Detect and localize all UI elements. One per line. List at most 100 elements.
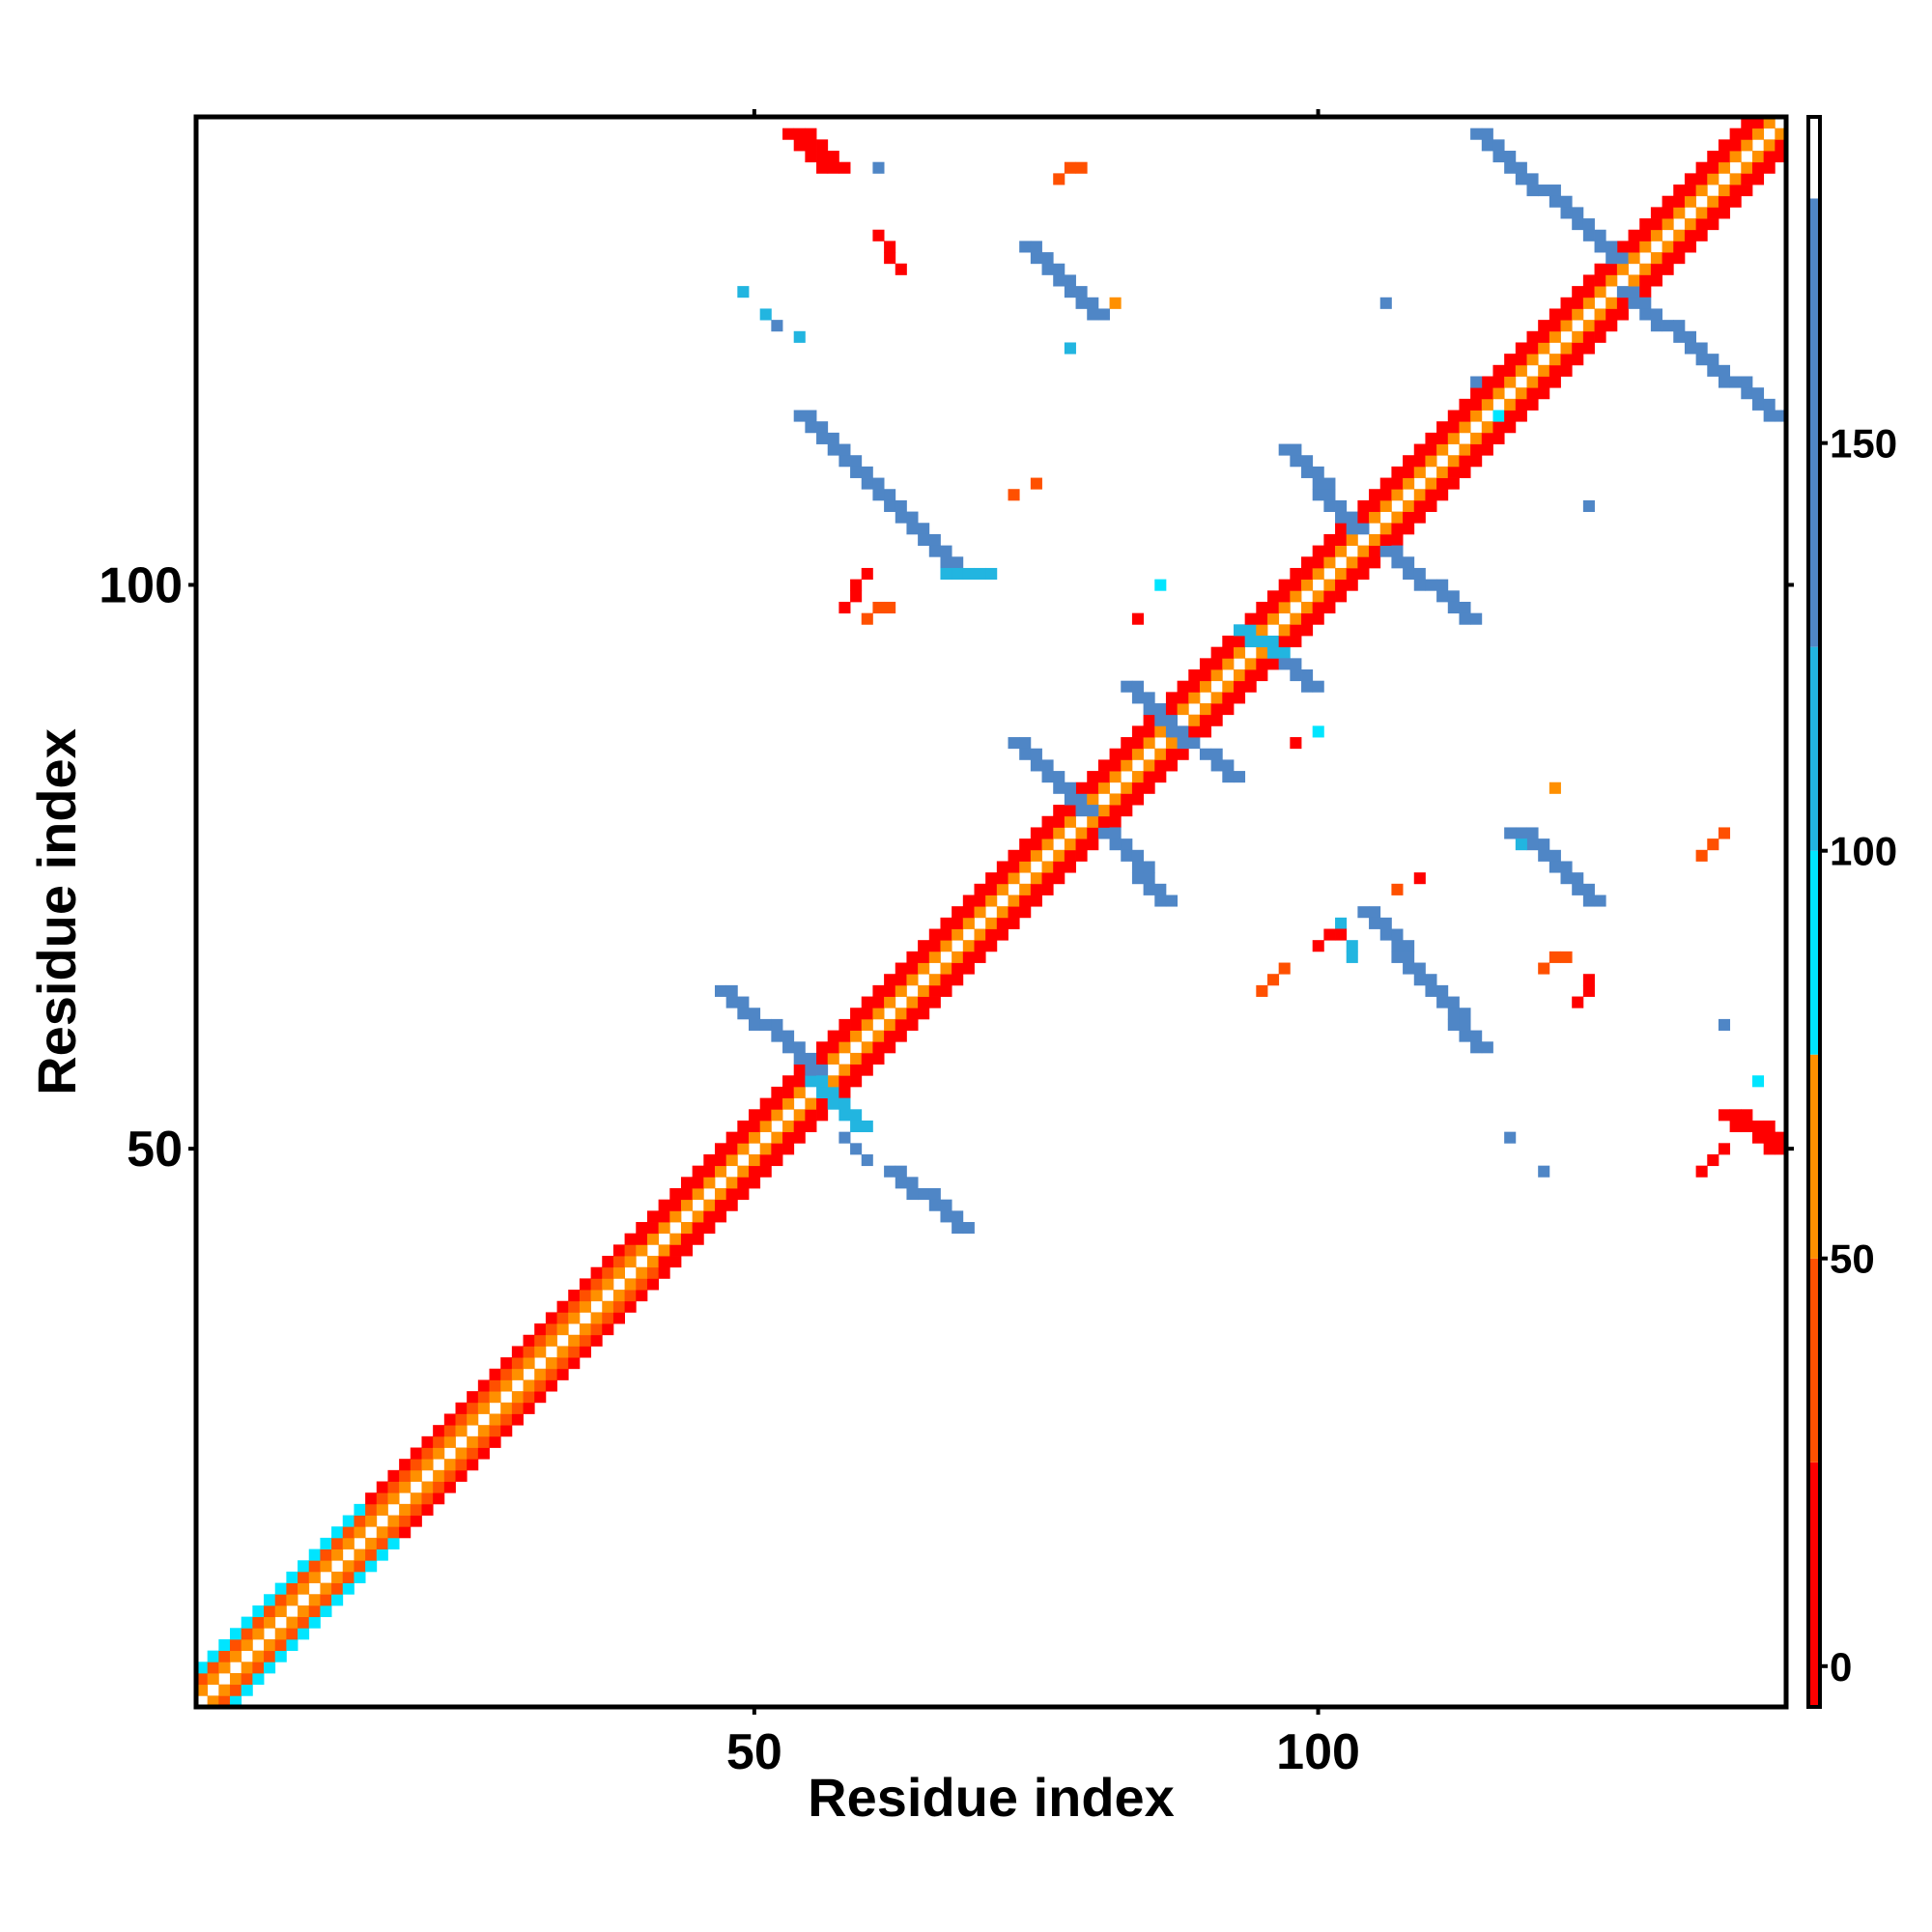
heatmap-cell xyxy=(1447,996,1460,1009)
heatmap-cell xyxy=(714,984,727,997)
heatmap-cell xyxy=(1357,523,1370,535)
heatmap-cell xyxy=(1301,579,1314,591)
heatmap-cell xyxy=(443,1425,456,1437)
heatmap-cell xyxy=(816,139,829,152)
heatmap-cell xyxy=(714,1188,727,1201)
heatmap-cell xyxy=(1301,567,1314,581)
heatmap-cell xyxy=(1639,263,1652,275)
heatmap-cell xyxy=(365,1515,378,1527)
heatmap-cell xyxy=(1650,308,1662,321)
heatmap-cell xyxy=(1526,342,1539,355)
heatmap-cell xyxy=(1470,376,1483,388)
heatmap-cell xyxy=(1447,432,1460,444)
heatmap-cell xyxy=(252,1605,265,1618)
heatmap-cell xyxy=(500,1413,513,1426)
heatmap-cell xyxy=(252,1616,265,1629)
heatmap-cell xyxy=(1369,533,1381,546)
heatmap-cell xyxy=(1538,330,1550,343)
heatmap-cell xyxy=(1639,274,1652,287)
heatmap-cell xyxy=(1267,590,1280,603)
heatmap-cell xyxy=(1131,771,1144,783)
heatmap-cell xyxy=(1582,883,1595,895)
heatmap-cell xyxy=(692,1233,704,1245)
heatmap-cell xyxy=(1413,455,1426,468)
heatmap-cell xyxy=(952,1222,964,1235)
heatmap-cell xyxy=(455,1402,468,1414)
heatmap-cell xyxy=(1459,421,1471,434)
heatmap-cell xyxy=(1718,161,1731,174)
heatmap-cell xyxy=(1335,533,1348,546)
heatmap-cell xyxy=(1075,297,1088,309)
heatmap-cell xyxy=(1538,376,1550,388)
heatmap-cell xyxy=(1177,692,1189,704)
heatmap-cell xyxy=(1492,421,1505,434)
heatmap-cell xyxy=(1109,793,1122,806)
heatmap-cell xyxy=(1560,951,1573,963)
heatmap-cell xyxy=(320,1537,332,1549)
heatmap-cell xyxy=(387,1481,400,1493)
heatmap-cell xyxy=(1041,263,1054,275)
heatmap-cell xyxy=(534,1368,547,1380)
heatmap-cell xyxy=(861,567,873,581)
heatmap-cell xyxy=(1425,455,1437,468)
heatmap-cell xyxy=(365,1503,378,1516)
heatmap-cell xyxy=(1425,432,1437,444)
heatmap-cell xyxy=(1775,139,1787,152)
heatmap-cell xyxy=(1346,579,1358,591)
heatmap-cell xyxy=(782,1131,795,1144)
heatmap-cell xyxy=(918,940,930,952)
heatmap-cell xyxy=(1312,680,1324,693)
heatmap-cell xyxy=(952,928,964,941)
heatmap-cell xyxy=(1470,455,1483,468)
heatmap-cell xyxy=(196,1672,209,1686)
heatmap-cell xyxy=(974,567,986,581)
heatmap-cell xyxy=(884,241,896,253)
heatmap-cell xyxy=(298,1560,310,1573)
heatmap-cell xyxy=(1154,748,1167,760)
heatmap-cell xyxy=(602,1266,614,1279)
heatmap-cell xyxy=(1616,252,1629,265)
heatmap-cell xyxy=(1492,376,1505,388)
heatmap-cell xyxy=(749,1109,761,1122)
heatmap-cell xyxy=(1121,680,1133,693)
heatmap-cell xyxy=(928,940,941,952)
heatmap-cell xyxy=(884,1041,896,1054)
heatmap-cell xyxy=(1538,342,1550,355)
heatmap-cell xyxy=(320,1605,332,1618)
colorbar-tick-label: 100 xyxy=(1830,829,1897,874)
heatmap-cell xyxy=(952,962,964,975)
heatmap-cell xyxy=(714,1143,727,1155)
heatmap-cell xyxy=(523,1379,535,1392)
heatmap-cell xyxy=(658,1210,670,1223)
heatmap-cell xyxy=(1594,320,1606,332)
heatmap-cell xyxy=(1560,354,1573,366)
heatmap-cell xyxy=(1278,601,1291,614)
heatmap-cell xyxy=(1470,128,1483,140)
heatmap-cell xyxy=(1053,173,1065,185)
heatmap-cell xyxy=(850,1120,863,1133)
heatmap-cell xyxy=(805,1064,817,1076)
heatmap-cell xyxy=(985,895,998,907)
heatmap-cell xyxy=(1436,579,1449,591)
heatmap-cell xyxy=(827,443,839,456)
heatmap-cell xyxy=(1301,466,1314,478)
heatmap-cell xyxy=(1097,771,1110,783)
heatmap-cell xyxy=(1504,161,1517,174)
heatmap-cell xyxy=(771,1030,783,1042)
heatmap-cell xyxy=(218,1638,231,1652)
heatmap-cell xyxy=(680,1188,694,1201)
heatmap-cell xyxy=(1369,556,1381,569)
heatmap-cell xyxy=(308,1571,321,1583)
heatmap-cell xyxy=(996,917,1009,929)
colorbar-tick-label: 150 xyxy=(1830,421,1897,467)
heatmap-cell xyxy=(1582,342,1595,355)
heatmap-cell xyxy=(556,1346,569,1358)
heatmap-cell xyxy=(1459,455,1471,468)
heatmap-cell xyxy=(1684,342,1697,355)
heatmap-cell xyxy=(1041,771,1054,783)
heatmap-cell xyxy=(1244,680,1257,693)
heatmap-cell xyxy=(1222,635,1235,648)
heatmap-cell xyxy=(703,1177,716,1189)
heatmap-cell xyxy=(771,1153,783,1167)
heatmap-cell xyxy=(1650,252,1662,265)
